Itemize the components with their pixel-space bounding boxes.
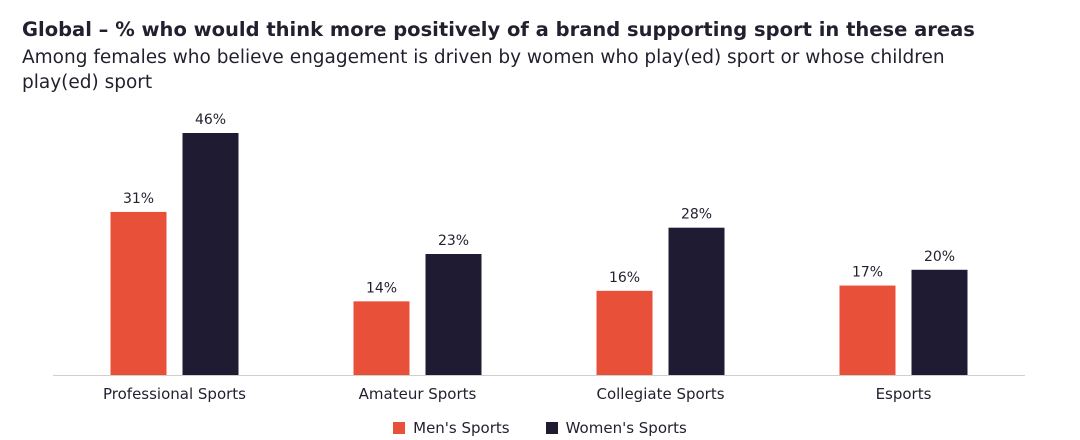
legend-swatch-womens-sports (545, 422, 558, 434)
legend-item-womens-sports: Women's Sports (545, 419, 687, 437)
bar-men-s-sports-collegiate-sports (596, 290, 653, 375)
bar-women-s-sports-collegiate-sports (668, 227, 725, 375)
category-label-professional-sports: Professional Sports (103, 385, 246, 403)
legend-item-mens-sports: Men's Sports (393, 419, 510, 437)
data-label-women-s-sports-amateur-sports: 23% (438, 233, 469, 249)
bar-men-s-sports-esports (839, 285, 896, 375)
category-label-collegiate-sports: Collegiate Sports (596, 385, 724, 403)
legend-label-womens-sports: Women's Sports (565, 419, 687, 437)
data-label-men-s-sports-amateur-sports: 14% (366, 280, 397, 296)
bar-men-s-sports-professional-sports (110, 211, 167, 375)
legend-swatch-mens-sports (393, 422, 406, 434)
chart-title: Global – % who would think more positive… (22, 18, 975, 41)
data-label-women-s-sports-esports: 20% (924, 249, 955, 265)
data-label-men-s-sports-collegiate-sports: 16% (609, 270, 640, 286)
bar-women-s-sports-esports (911, 269, 968, 375)
bar-women-s-sports-professional-sports (182, 133, 239, 375)
data-label-men-s-sports-professional-sports: 31% (123, 191, 154, 207)
bar-chart: 31% 46% Professional Sports 14% 23% Amateur S… (53, 112, 1025, 403)
chart-subtitle: Among females who believe engagement is … (22, 47, 945, 93)
bar-men-s-sports-amateur-sports (353, 301, 410, 375)
data-label-men-s-sports-esports: 17% (852, 265, 883, 281)
data-label-women-s-sports-collegiate-sports: 28% (681, 207, 712, 223)
category-label-esports: Esports (876, 385, 932, 403)
category-label-amateur-sports: Amateur Sports (359, 385, 477, 403)
legend-label-mens-sports: Men's Sports (413, 419, 510, 437)
bar-women-s-sports-amateur-sports (425, 254, 482, 375)
legend: Men's Sports Women's Sports (0, 419, 1080, 437)
data-label-women-s-sports-professional-sports: 46% (195, 112, 226, 128)
